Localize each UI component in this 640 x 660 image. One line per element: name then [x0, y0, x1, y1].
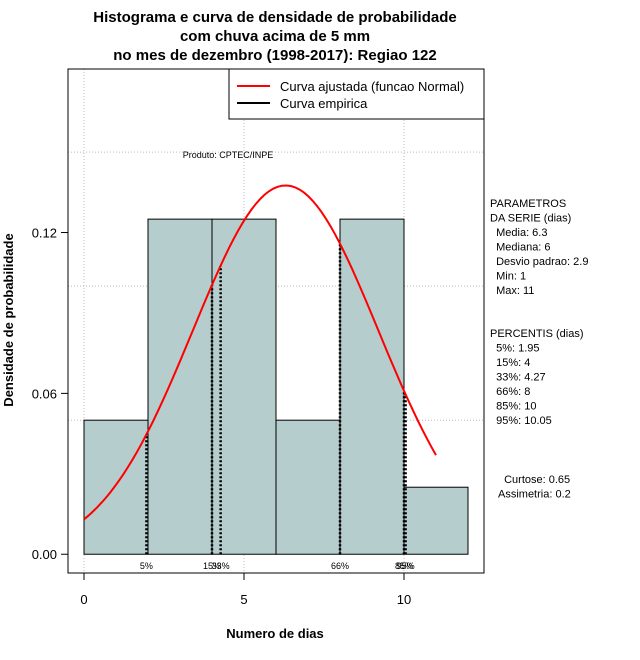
parameter-line: PARAMETROS: [490, 198, 566, 210]
histogram-bar: [339, 218, 405, 555]
parameter-line: Min: 1: [490, 271, 526, 283]
x-tick-label: 0: [80, 592, 87, 607]
histogram-bar: [275, 419, 341, 555]
histogram-bar: [211, 218, 277, 555]
y-tick-label: 0.06: [32, 386, 57, 401]
statistics-panel: PARAMETROS DA SERIE (dias) Media: 6.3 Med…: [490, 198, 588, 501]
percentile-label: 33%: [212, 561, 230, 571]
y-axis-label: Densidade de probabilidade: [1, 233, 16, 406]
title-line-3: no mes de dezembro (1998-2017): Regiao 1…: [113, 47, 436, 64]
fitted-curve-line: [83, 184, 437, 521]
percentile-stat-line: 33%: 4.27: [490, 372, 546, 384]
parameter-line: Desvio padrao: 2.9: [490, 256, 588, 268]
parameter-line: Media: 6.3: [490, 227, 547, 239]
parameter-line: Max: 11: [490, 285, 534, 297]
percentile-label: 15%: [203, 561, 221, 571]
title-line-1: Histograma e curva de densidade de proba…: [93, 9, 456, 26]
plot-area: 5% 15%33% 66% 85%95% 0 5 10 0.00 0.06 0.12 Produto…: [32, 68, 485, 607]
percentile-label: 66%: [331, 561, 349, 571]
histogram-bar: [147, 218, 213, 555]
title-line-2: com chuva acima de 5 mm: [180, 28, 370, 45]
percentile-label: 85%: [395, 561, 413, 571]
percentile-label: 5%: [140, 561, 153, 571]
y-tick-label: 0.12: [32, 226, 57, 241]
percentile-stat-line: PERCENTIS (dias): [490, 328, 584, 340]
x-axis-label: Numero de dias: [226, 626, 324, 641]
legend-label: Curva ajustada (funcao Normal): [280, 79, 464, 94]
x-tick-label: 10: [397, 592, 411, 607]
percentile-label: 95%: [397, 561, 415, 571]
percentile-stat-line: 85%: 10: [490, 401, 536, 413]
percentile-stat-line: 95%: 10.05: [490, 415, 552, 427]
product-label: Produto: CPTEC/INPE: [183, 150, 274, 160]
percentile-stat-line: 66%: 8: [490, 386, 530, 398]
histogram-bar: [403, 486, 469, 555]
x-tick-label: 5: [240, 592, 247, 607]
legend-label: Curva empirica: [280, 96, 368, 111]
legend-box: [228, 68, 485, 120]
percentile-stat-line: 15%: 4: [490, 357, 530, 369]
y-tick-label: 0.00: [32, 547, 57, 562]
shape-stat-line: Assimetria: 0.2: [498, 489, 571, 501]
chart-title: Histograma e curva de densidade de proba…: [93, 9, 456, 64]
histogram-bar: [83, 419, 149, 555]
parameter-line: DA SERIE (dias): [490, 213, 571, 225]
shape-stat-line: Curtose: 0.65: [498, 474, 570, 486]
parameter-line: Mediana: 6: [490, 242, 551, 254]
percentile-stat-line: 5%: 1.95: [490, 343, 540, 355]
